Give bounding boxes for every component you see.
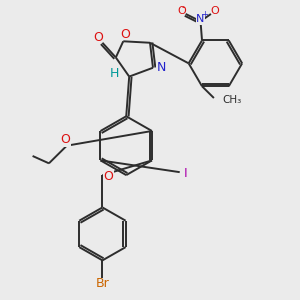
Text: +: + — [201, 10, 208, 19]
Text: O: O — [93, 31, 103, 44]
Text: N: N — [196, 14, 205, 24]
Text: -: - — [182, 2, 185, 12]
Text: I: I — [183, 167, 187, 180]
Text: CH₃: CH₃ — [222, 95, 242, 105]
Text: Br: Br — [96, 278, 109, 290]
Text: H: H — [110, 67, 120, 80]
Text: O: O — [120, 28, 130, 41]
Text: N: N — [157, 61, 166, 74]
Text: O: O — [210, 6, 219, 16]
Text: O: O — [60, 133, 70, 146]
Text: O: O — [103, 170, 113, 183]
Text: O: O — [178, 6, 187, 16]
